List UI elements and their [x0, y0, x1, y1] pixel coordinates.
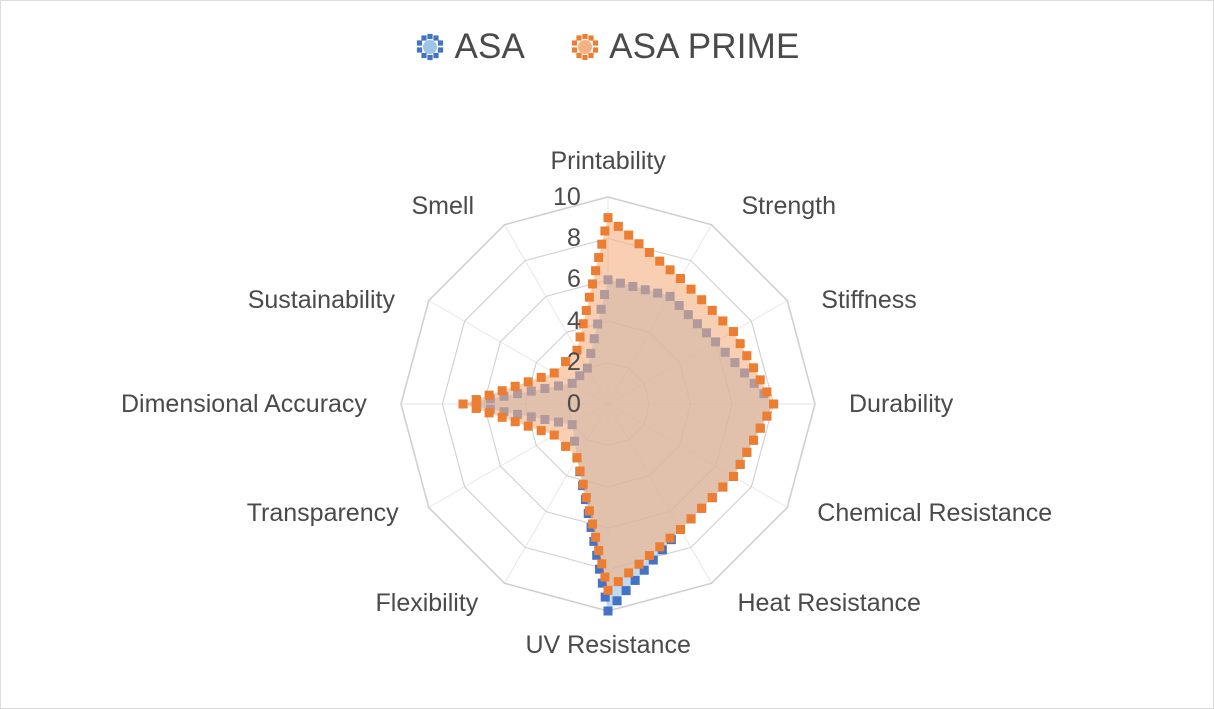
axis-label-uv-resistance: UV Resistance: [525, 630, 691, 659]
legend-label-asa: ASA: [454, 27, 526, 66]
legend-entry-asa[interactable]: ASA: [416, 29, 525, 64]
legend-label-asa-prime: ASA PRIME: [609, 27, 800, 66]
dotted-square-marker-icon: [416, 33, 444, 61]
radial-tick-8: 8: [567, 223, 581, 252]
axis-label-stiffness: Stiffness: [821, 286, 917, 314]
radial-tick-0: 0: [567, 389, 581, 418]
axis-label-chemical-resistance: Chemical Resistance: [817, 499, 1053, 527]
axis-label-dimensional-accuracy: Dimensional Accuracy: [121, 389, 367, 418]
axis-label-durability: Durability: [849, 389, 954, 418]
axis-label-heat-resistance: Heat Resistance: [737, 588, 921, 617]
chart-legend: ASA ASA PRIME: [1, 29, 1213, 64]
axis-label-flexibility: Flexibility: [375, 588, 479, 617]
axis-label-sustainability: Sustainability: [247, 286, 395, 314]
radar-series-outline-asa-prime: [458, 213, 779, 595]
axis-label-strength: Strength: [741, 192, 837, 221]
radial-tick-4: 4: [567, 306, 581, 335]
dotted-square-marker-icon: [571, 33, 599, 61]
radial-tick-6: 6: [567, 265, 581, 294]
axis-label-printability: Printability: [550, 146, 666, 175]
radial-tick-2: 2: [567, 348, 581, 377]
radar-series-area-asa-prime: [463, 217, 774, 591]
legend-entry-asa-prime[interactable]: ASA PRIME: [571, 29, 799, 64]
radial-tick-10: 10: [553, 182, 581, 211]
axis-label-transparency: Transparency: [246, 499, 399, 527]
axis-label-smell: Smell: [411, 192, 475, 221]
